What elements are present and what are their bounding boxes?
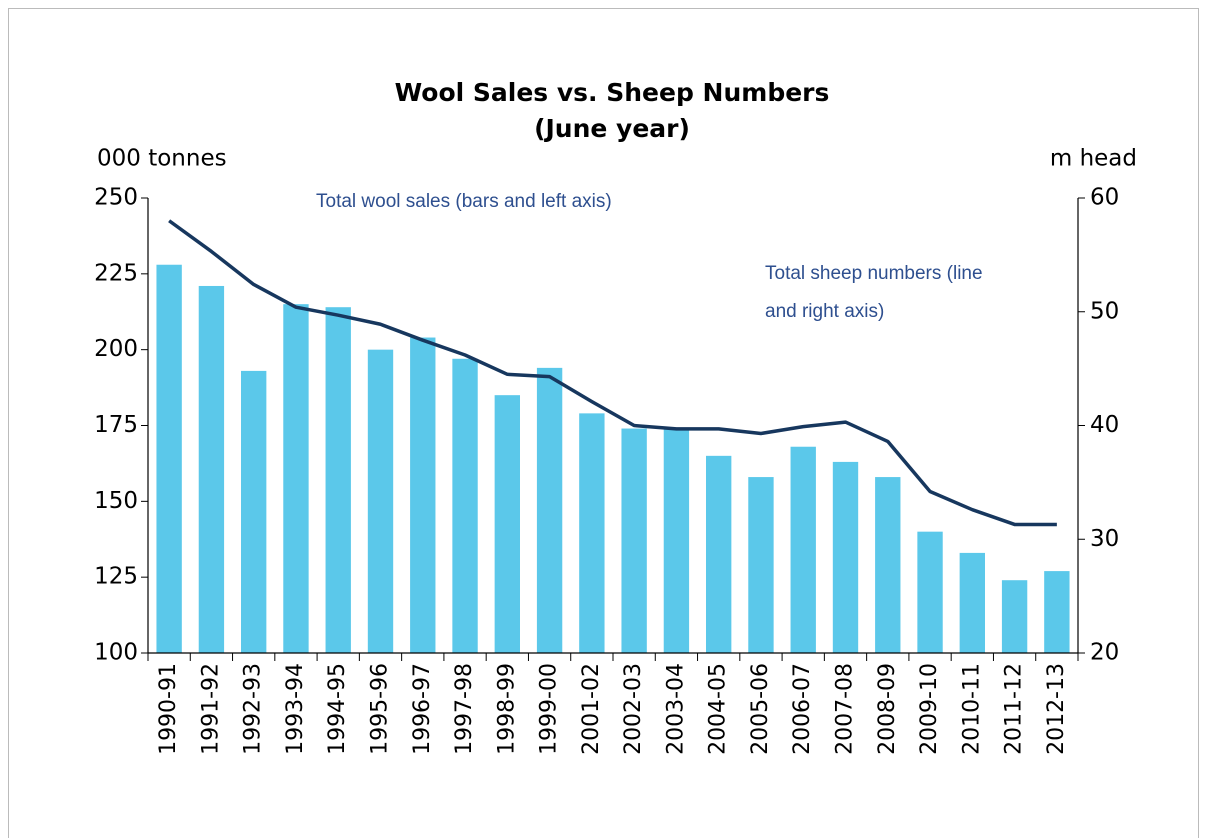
frame bbox=[8, 8, 1199, 838]
x-tick-label: 2012-13 bbox=[1044, 663, 1069, 755]
x-tick-label: 2008-09 bbox=[875, 663, 900, 755]
bar bbox=[494, 395, 520, 653]
annotation: and right axis) bbox=[765, 301, 884, 322]
annotation: Total sheep numbers (line bbox=[765, 263, 983, 284]
bar bbox=[959, 552, 985, 653]
x-tick-label: 2001-02 bbox=[579, 663, 604, 755]
x-tick-label: 1993-94 bbox=[283, 663, 308, 755]
y2-tick-label: 50 bbox=[1090, 298, 1119, 324]
bar bbox=[241, 370, 267, 653]
bar bbox=[917, 531, 943, 653]
bar bbox=[1044, 571, 1070, 653]
x-tick-label: 2002-03 bbox=[621, 663, 646, 755]
x-tick-label: 1994-95 bbox=[325, 663, 350, 755]
bar bbox=[367, 349, 394, 653]
chart-subtitle: (June year) bbox=[534, 114, 690, 143]
x-tick-label: 1992-93 bbox=[241, 663, 266, 755]
y2-tick-label: 30 bbox=[1090, 526, 1119, 552]
bar bbox=[536, 367, 563, 653]
y2-tick-label: 60 bbox=[1090, 185, 1119, 211]
x-tick-label: 1991-92 bbox=[198, 663, 223, 755]
x-tick-label: 1999-00 bbox=[537, 663, 562, 755]
x-tick-label: 2007-08 bbox=[833, 663, 858, 755]
y-tick-label: 225 bbox=[94, 260, 138, 286]
bar bbox=[452, 358, 478, 653]
line bbox=[168, 219, 1057, 527]
annotation: Total wool sales (bars and left axis) bbox=[316, 191, 612, 212]
y-tick-label: 175 bbox=[94, 412, 138, 438]
bar bbox=[875, 477, 901, 653]
bar bbox=[198, 285, 225, 653]
x-tick-label: 2004-05 bbox=[706, 663, 731, 755]
bar bbox=[663, 428, 690, 653]
bar bbox=[283, 304, 309, 653]
y-tick-label: 100 bbox=[94, 640, 138, 666]
bar bbox=[325, 307, 351, 653]
bar bbox=[832, 461, 859, 653]
bar bbox=[790, 446, 816, 653]
bar bbox=[706, 455, 732, 653]
x-tick-label: 1998-99 bbox=[494, 663, 519, 755]
x-tick-label: 1997-98 bbox=[452, 663, 477, 755]
x-tick-label: 2005-06 bbox=[748, 663, 773, 755]
y2-tick-label: 40 bbox=[1090, 412, 1119, 438]
bar bbox=[1001, 580, 1028, 653]
x-tick-label: 1990-91 bbox=[156, 663, 181, 755]
y2-tick-label: 20 bbox=[1090, 640, 1119, 666]
y-tick-label: 125 bbox=[94, 564, 138, 590]
y2-axis-label: m head bbox=[1050, 146, 1137, 172]
x-tick-label: 2003-04 bbox=[663, 663, 688, 755]
y-tick-label: 250 bbox=[94, 185, 138, 211]
x-tick-label: 2010-11 bbox=[959, 663, 984, 755]
x-tick-label: 1995-96 bbox=[368, 663, 393, 755]
bar bbox=[579, 413, 605, 653]
x-tick-label: 2006-07 bbox=[790, 663, 815, 755]
bar bbox=[621, 428, 647, 653]
y-tick-label: 200 bbox=[94, 336, 138, 362]
y-axis-label: 000 tonnes bbox=[97, 146, 227, 172]
bar bbox=[156, 264, 182, 653]
x-tick-label: 2011-12 bbox=[1002, 663, 1027, 755]
y-tick-label: 150 bbox=[94, 488, 138, 514]
bar bbox=[748, 477, 774, 653]
bar bbox=[410, 337, 436, 653]
x-tick-label: 2009-10 bbox=[917, 663, 942, 755]
x-tick-label: 1996-97 bbox=[410, 663, 435, 755]
chart-title: Wool Sales vs. Sheep Numbers bbox=[395, 78, 830, 107]
